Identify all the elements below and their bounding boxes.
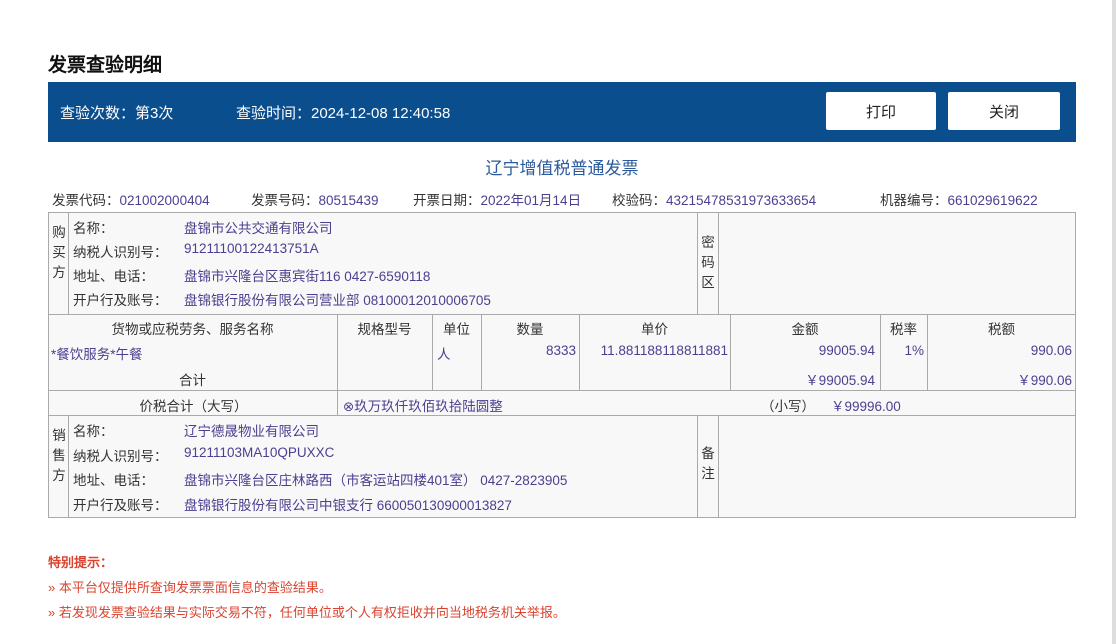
notice-item: » 若发现发票查验结果与实际交易不符，任何单位或个人有权拒收并向当地税务机关举报…	[48, 605, 566, 620]
header-rate: 税率	[890, 322, 917, 337]
item-tax: 990.06	[1030, 343, 1072, 358]
print-button[interactable]: 打印	[826, 92, 936, 130]
small-label: （小写）	[761, 399, 815, 414]
grand-total-label: 价税合计（大写）	[139, 399, 248, 414]
seller-name: 名称： 辽宁德晟物业有限公司	[73, 424, 319, 439]
check-code: 校验码：43215478531973633654	[612, 193, 817, 208]
invoice-number: 发票号码：80515439	[251, 193, 379, 208]
query-count: 查验次数：第3次	[60, 105, 174, 122]
code-area-label: 密码区	[701, 235, 715, 290]
header-unit: 单位	[443, 322, 470, 337]
seller-side-label: 销售方	[52, 428, 66, 483]
grand-total-row: 价税合计（大写） ⊗玖万玖仟玖佰玖拾陆圆整 （小写） ￥99996.00	[48, 390, 1076, 416]
header-spec: 规格型号	[357, 322, 412, 337]
buyer-name: 名称： 盘锦市公共交通有限公司	[73, 221, 333, 236]
item-name: *餐饮服务*午餐	[51, 347, 143, 362]
seller-address: 地址、电话： 盘锦市兴隆台区庄林路西（市客运站四楼401室） 0427-28239…	[73, 473, 568, 488]
grand-total-small: ￥99996.00	[831, 399, 901, 414]
invoice-date: 开票日期：2022年01月14日	[413, 193, 582, 208]
query-info-bar: 查验次数：第3次 查验时间：2024-12-08 12:40:58 打印 关闭	[48, 82, 1076, 142]
total-amount: ￥99005.94	[805, 373, 875, 388]
header-tax: 税额	[988, 322, 1015, 337]
scrollbar[interactable]	[1112, 0, 1116, 644]
buyer-address: 地址、电话： 盘锦市兴隆台区惠宾街116 0427-6590118	[73, 269, 431, 284]
seller-fields: 名称： 辽宁德晟物业有限公司 纳税人识别号： 91211103MA10QPUXXC …	[73, 420, 693, 518]
item-price: 11.881188118811881	[600, 343, 728, 358]
machine-number: 机器编号：661029619622	[880, 193, 1038, 208]
item-rate: 1%	[904, 343, 924, 358]
header-price: 单价	[641, 322, 668, 337]
buyer-section: 购买方 密码区	[48, 212, 1076, 315]
item-qty: 8333	[545, 343, 576, 358]
query-time: 查验时间：2024-12-08 12:40:58	[236, 105, 451, 122]
seller-tax-id: 纳税人识别号： 91211103MA10QPUXXC	[73, 444, 335, 464]
buyer-fields: 名称： 盘锦市公共交通有限公司 纳税人识别号： 91211100122413751A…	[73, 217, 693, 313]
page-title: 发票查验明细	[48, 55, 163, 76]
items-table	[48, 314, 1076, 391]
item-unit: 人	[437, 347, 451, 362]
buyer-bank: 开户行及账号： 盘锦银行股份有限公司营业部 08100012010006705	[73, 293, 491, 308]
header-qty: 数量	[516, 322, 544, 337]
invoice-code: 发票代码：021002000404	[52, 193, 210, 208]
buyer-side-label: 购买方	[52, 225, 66, 280]
item-amount: 99005.94	[818, 343, 875, 358]
notice-item: » 本平台仅提供所查询发票票面信息的查验结果。	[48, 580, 332, 595]
header-name: 货物或应税劳务、服务名称	[111, 322, 274, 337]
remark-label: 备注	[701, 446, 715, 481]
grand-total-upper: ⊗玖万玖仟玖佰玖拾陆圆整	[343, 399, 503, 414]
total-tax: ￥990.06	[1017, 373, 1072, 388]
total-label: 合计	[179, 373, 206, 388]
header-amount: 金额	[791, 322, 819, 337]
invoice-title: 辽宁增值税普通发票	[485, 159, 639, 178]
close-button[interactable]: 关闭	[948, 92, 1060, 130]
seller-section: 销售方 备注	[48, 415, 1076, 518]
buyer-tax-id: 纳税人识别号： 91211100122413751A	[73, 241, 319, 260]
notice-title: 特别提示：	[48, 555, 114, 570]
seller-bank: 开户行及账号： 盘锦银行股份有限公司中银支行 660050130900013827	[73, 497, 512, 513]
